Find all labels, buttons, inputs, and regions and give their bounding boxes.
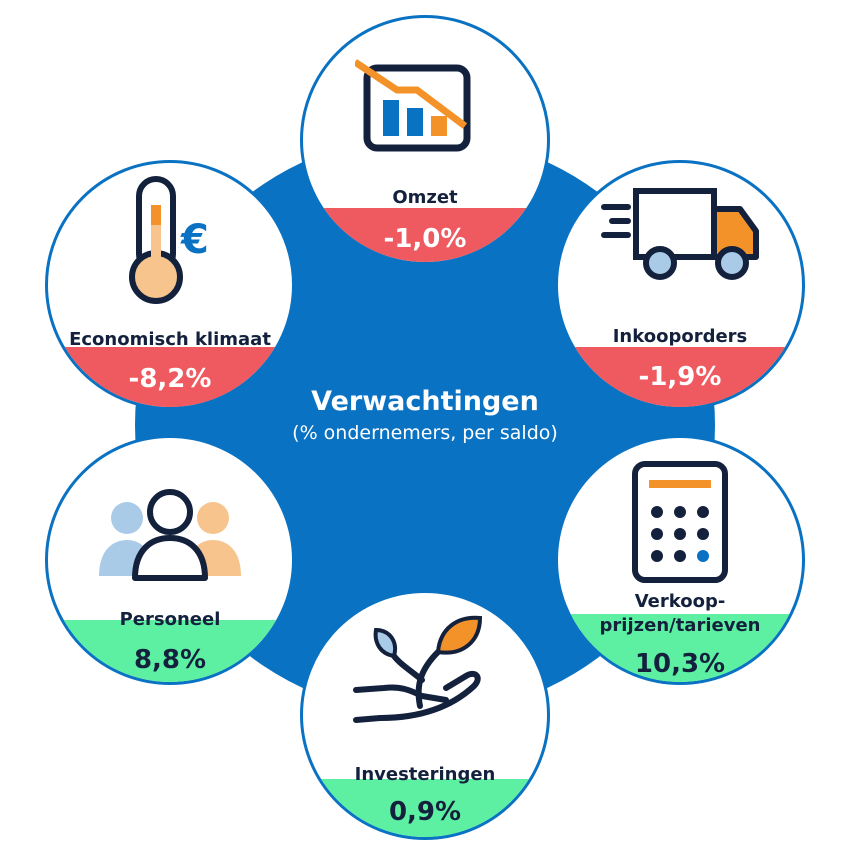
- item-value: -8,2%: [128, 364, 212, 394]
- item-value: 10,3%: [634, 649, 726, 679]
- bubble-economisch-klimaat: € Economisch klimaat -8,2%: [45, 160, 295, 410]
- value-band-negative: [48, 347, 292, 407]
- item-label: Personeel: [119, 609, 221, 630]
- svg-text:€: €: [180, 217, 209, 263]
- value-band-negative: [303, 208, 547, 262]
- delivery-truck-icon: [601, 188, 759, 280]
- item-label-line2: prijzen/tarieven: [599, 615, 761, 636]
- value-band-negative: [558, 347, 802, 407]
- item-value: 8,8%: [133, 645, 207, 675]
- infographic-title: Verwachtingen: [311, 386, 539, 417]
- item-label: Omzet: [392, 187, 458, 208]
- people-icon: [99, 489, 241, 581]
- item-label-line1: Verkoop-: [634, 591, 726, 612]
- bubble-omzet: Omzet -1,0%: [300, 15, 550, 265]
- declining-chart-icon: [355, 59, 471, 152]
- item-label: Inkooporders: [612, 326, 748, 347]
- calculator-icon: [632, 461, 728, 583]
- thermometer-euro-icon: €: [129, 176, 209, 304]
- value-band-positive: [558, 614, 802, 682]
- value-band-positive: [303, 779, 547, 837]
- item-value: 0,9%: [388, 797, 462, 827]
- value-band-positive: [48, 620, 292, 682]
- infographic-subtitle: (% ondernemers, per saldo): [292, 422, 558, 444]
- bubble-investeringen: Investeringen 0,9%: [300, 590, 550, 840]
- center-heading: Verwachtingen (% ondernemers, per saldo): [225, 385, 625, 447]
- plant-in-hand-icon: [353, 615, 483, 723]
- bubble-verkoopprijzen: Verkoop- prijzen/tarieven 10,3%: [555, 435, 805, 685]
- item-label: Investeringen: [354, 764, 496, 785]
- item-value: -1,9%: [638, 362, 722, 392]
- bubble-inkooporders: Inkooporders -1,9%: [555, 160, 805, 410]
- item-value: -1,0%: [383, 224, 467, 254]
- item-label: Economisch klimaat: [69, 329, 271, 350]
- bubble-personeel: Personeel 8,8%: [45, 435, 295, 685]
